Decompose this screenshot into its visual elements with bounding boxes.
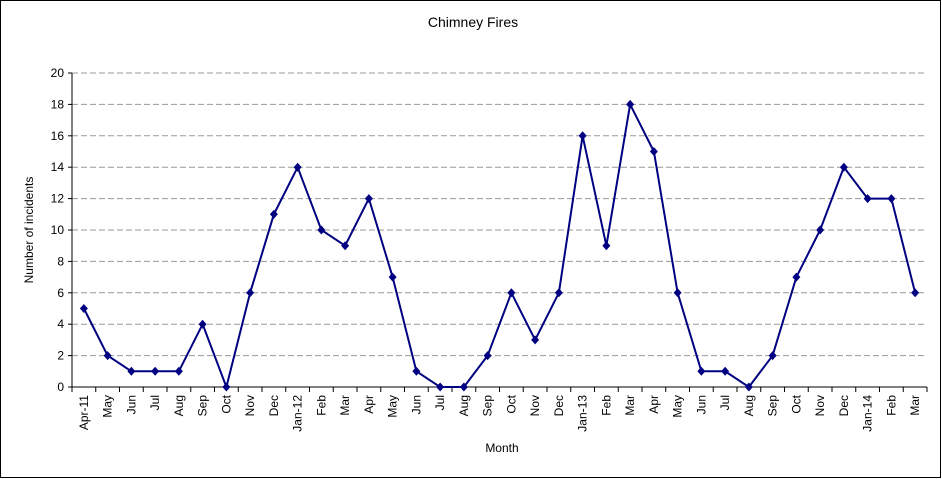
data-point — [649, 147, 658, 156]
y-tick-label: 0 — [57, 380, 64, 394]
data-point — [554, 288, 563, 298]
x-axis-label: Month — [485, 441, 518, 455]
data-point — [839, 162, 848, 172]
x-tick-label: Jul — [718, 395, 732, 410]
x-tick-label: Nov — [243, 395, 257, 416]
y-tick-label: 8 — [57, 254, 64, 268]
data-point — [103, 351, 112, 361]
x-tick-label: Jul — [148, 395, 162, 410]
data-point — [507, 288, 516, 298]
data-line — [82, 101, 917, 391]
y-tick-label: 10 — [51, 223, 65, 237]
x-tick-label: May — [671, 395, 685, 418]
x-tick-label: Apr — [362, 395, 376, 414]
y-tick-label: 20 — [51, 66, 65, 80]
data-point — [768, 351, 777, 361]
x-tick-label: Mar — [338, 395, 352, 416]
data-point — [697, 366, 706, 376]
x-tick-label: Sep — [481, 395, 495, 417]
x-tick-label: Apr-11 — [77, 395, 91, 430]
y-tick-label: 18 — [51, 97, 65, 111]
data-point — [246, 288, 255, 298]
y-tick-label: 2 — [57, 349, 64, 363]
data-point — [412, 366, 421, 376]
x-tick-label: Feb — [314, 395, 328, 416]
x-tick-label: Aug — [742, 395, 756, 416]
data-point — [792, 272, 801, 282]
data-point — [436, 382, 445, 392]
data-point — [174, 366, 183, 376]
data-point — [317, 225, 326, 235]
x-tick-label: Feb — [884, 395, 898, 416]
data-point — [151, 366, 160, 376]
data-point — [198, 319, 207, 329]
data-point — [388, 272, 397, 282]
x-tick-label: Jun — [124, 395, 138, 414]
data-point — [364, 194, 373, 204]
x-tick-label: May — [386, 395, 400, 418]
x-tick-label: Feb — [599, 395, 613, 416]
x-tick-label: Jun — [409, 395, 423, 414]
data-point — [341, 241, 350, 251]
chart-title: Chimney Fires — [428, 14, 518, 30]
data-point — [816, 225, 825, 235]
x-tick-label: Sep — [766, 395, 780, 417]
data-point — [626, 99, 635, 109]
x-tick-label: Sep — [196, 395, 210, 417]
x-tick-label: Nov — [813, 395, 827, 416]
data-point — [127, 366, 136, 376]
y-tick-label: 4 — [57, 317, 64, 331]
data-point — [293, 162, 302, 172]
data-point — [459, 382, 468, 392]
y-tick-label: 12 — [51, 192, 65, 206]
data-point — [911, 288, 920, 298]
x-tick-label: Oct — [789, 394, 803, 413]
data-point — [79, 304, 88, 313]
y-tick-label: 14 — [51, 160, 65, 174]
x-tick-label: Dec — [267, 395, 281, 416]
data-point — [744, 382, 753, 392]
x-tick-label: Dec — [552, 395, 566, 416]
data-point — [578, 131, 587, 141]
x-tick-label: Jun — [694, 395, 708, 414]
x-tick-label: Oct — [219, 394, 233, 413]
x-tick-label: Aug — [457, 395, 471, 416]
data-point — [887, 194, 896, 204]
data-point — [531, 335, 540, 345]
data-point — [222, 382, 231, 392]
data-point — [483, 351, 492, 361]
data-point — [602, 241, 611, 251]
data-point — [863, 194, 872, 204]
y-axis-label: Number of incidents — [22, 177, 36, 284]
data-point — [269, 209, 278, 219]
x-tick-label: Jul — [433, 395, 447, 410]
y-tick-label: 16 — [51, 129, 65, 143]
data-point — [673, 288, 682, 298]
x-tick-label: Nov — [528, 395, 542, 416]
x-tick-label: Jan-12 — [291, 395, 305, 432]
x-tick-label: Mar — [908, 395, 922, 416]
x-tick-label: Jan-13 — [576, 395, 590, 432]
x-tick-label: Aug — [172, 395, 186, 416]
x-tick-label: May — [101, 395, 115, 418]
data-point — [721, 366, 730, 376]
x-tick-label: Jan-14 — [861, 395, 875, 432]
x-tick-label: Dec — [837, 395, 851, 416]
x-tick-label: Apr — [647, 395, 661, 414]
x-tick-label: Oct — [504, 394, 518, 413]
x-tick-label: Mar — [623, 395, 637, 416]
y-tick-label: 6 — [57, 286, 64, 300]
